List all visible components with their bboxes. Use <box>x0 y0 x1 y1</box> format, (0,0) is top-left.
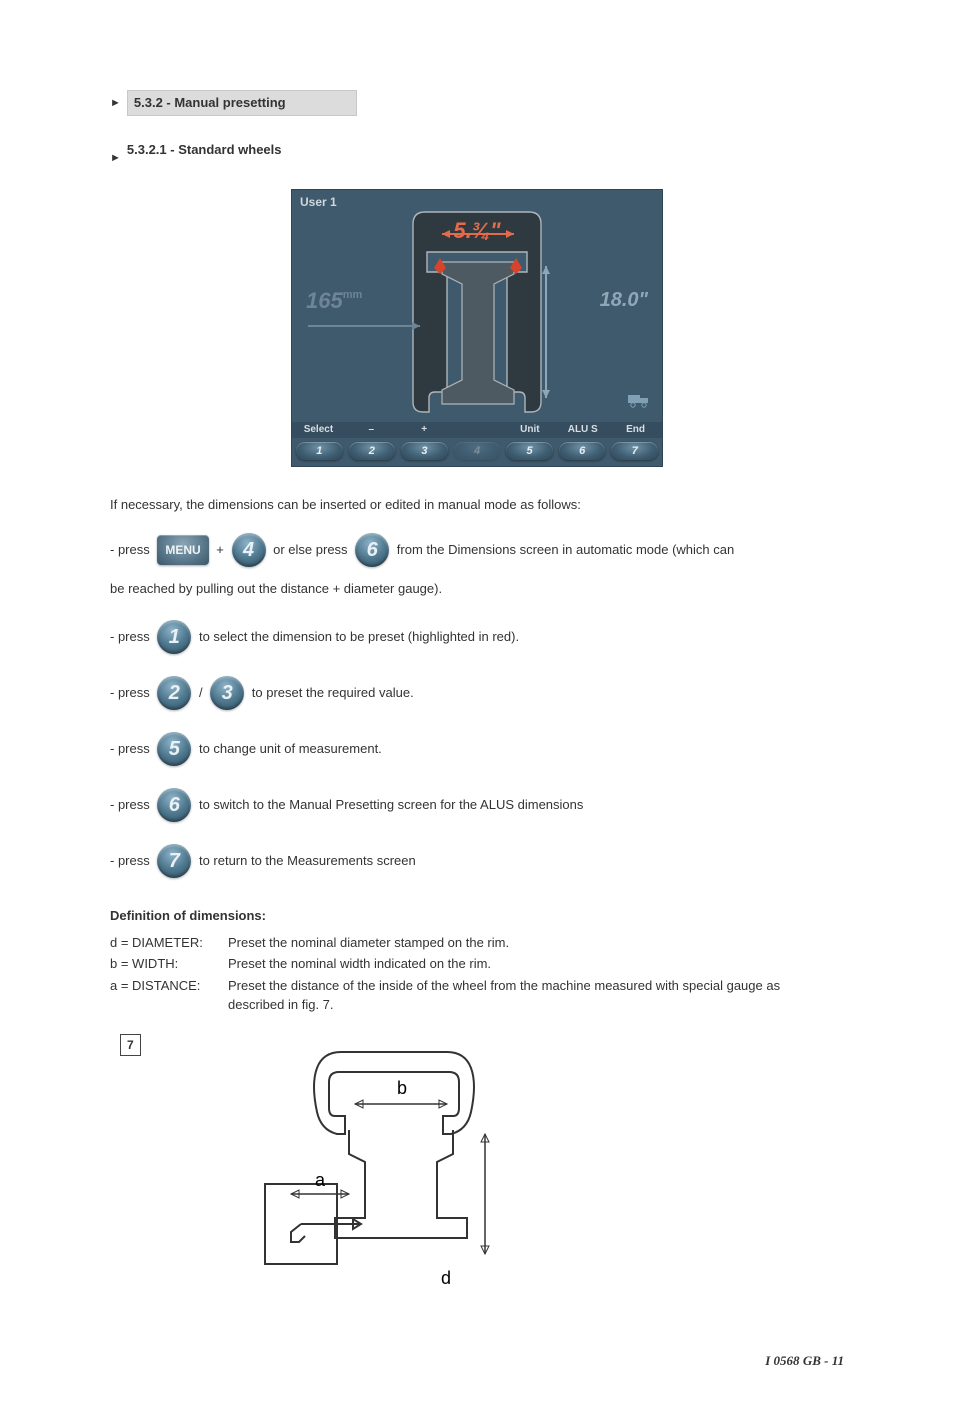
section-heading-5321: ► 5.3.2.1 - Standard wheels <box>110 140 844 178</box>
table-row: a = DISTANCE: Preset the distance of the… <box>110 975 844 1016</box>
step-4: - press 5 to change unit of measurement. <box>110 732 844 766</box>
btn-label-unit: Unit <box>503 422 556 438</box>
button-1[interactable]: 1 <box>157 620 191 654</box>
screen-button-2[interactable]: 2 <box>349 442 396 460</box>
dimension-diameter: 18.0" <box>600 290 648 310</box>
def-val: Preset the nominal diameter stamped on t… <box>228 932 844 954</box>
btn-label-alus: ALU S <box>556 422 609 438</box>
screen-graphic-area: User 1 5 <box>292 190 662 422</box>
step-text: / <box>195 683 206 703</box>
def-val: Preset the nominal width indicated on th… <box>228 953 844 975</box>
def-key: d = DIAMETER: <box>110 932 228 954</box>
step-text: - press <box>110 851 153 871</box>
step-text: - press <box>110 795 153 815</box>
step-text: to return to the Measurements screen <box>195 851 415 871</box>
step-1-continuation: be reached by pulling out the distance +… <box>110 579 844 599</box>
button-6[interactable]: 6 <box>157 788 191 822</box>
button-6[interactable]: 6 <box>355 533 389 567</box>
definitions-heading: Definition of dimensions: <box>110 906 844 926</box>
table-row: b = WIDTH: Preset the nominal width indi… <box>110 953 844 975</box>
step-text: to select the dimension to be preset (hi… <box>195 627 519 647</box>
screen-button-1[interactable]: 1 <box>296 442 343 460</box>
figure-number: 7 <box>120 1034 141 1056</box>
label-b: b <box>397 1078 407 1098</box>
screen-button-7[interactable]: 7 <box>611 442 658 460</box>
intro-text: If necessary, the dimensions can be inse… <box>110 495 844 515</box>
step-text: to switch to the Manual Presetting scree… <box>195 795 583 815</box>
step-text: or else press <box>270 540 352 560</box>
dimension-width: 5.¾" <box>453 220 500 242</box>
step-text: + <box>213 540 228 560</box>
screen-button-6[interactable]: 6 <box>559 442 606 460</box>
step-text: from the Dimensions screen in automatic … <box>393 540 734 560</box>
label-a: a <box>315 1170 326 1190</box>
button-5[interactable]: 5 <box>157 732 191 766</box>
def-key: b = WIDTH: <box>110 953 228 975</box>
page-footer: I 0568 GB - 11 <box>110 1354 844 1367</box>
button-4[interactable]: 4 <box>232 533 266 567</box>
btn-label-plus: + <box>398 422 451 438</box>
screen-button-5[interactable]: 5 <box>506 442 553 460</box>
screen-button-4: 4 <box>454 442 501 460</box>
dimension-distance: 165mm <box>306 290 362 312</box>
figure-7-diagram: b a d <box>261 1034 561 1314</box>
arrow-icon: ► <box>110 150 121 167</box>
label-d: d <box>441 1268 451 1288</box>
footer-gb: GB <box>803 1353 821 1368</box>
section-heading-532: ► 5.3.2 - Manual presetting <box>110 90 844 116</box>
definitions-table: d = DIAMETER: Preset the nominal diamete… <box>110 932 844 1016</box>
screen-button-label-row: Select – + Unit ALU S End <box>292 422 662 438</box>
button-2[interactable]: 2 <box>157 676 191 710</box>
step-text: to change unit of measurement. <box>195 739 381 759</box>
step-text: - press <box>110 739 153 759</box>
step-text: - press <box>110 540 153 560</box>
btn-label-end: End <box>609 422 662 438</box>
step-6: - press 7 to return to the Measurements … <box>110 844 844 878</box>
heading-5321-text: 5.3.2.1 - Standard wheels <box>127 140 282 160</box>
figure-7: 7 b a d <box>110 1034 844 1314</box>
footer-page: - 11 <box>824 1353 844 1368</box>
def-val: Preset the distance of the inside of the… <box>228 975 844 1016</box>
step-2: - press 1 to select the dimension to be … <box>110 620 844 654</box>
menu-button[interactable]: MENU <box>157 535 208 565</box>
step-1: - press MENU + 4 or else press 6 from th… <box>110 533 844 567</box>
device-screen: User 1 5 <box>291 189 663 467</box>
step-text: - press <box>110 627 153 647</box>
step-3: - press 2 / 3 to preset the required val… <box>110 676 844 710</box>
step-text: - press <box>110 683 153 703</box>
table-row: d = DIAMETER: Preset the nominal diamete… <box>110 932 844 954</box>
btn-label-minus: – <box>345 422 398 438</box>
step-5: - press 6 to switch to the Manual Preset… <box>110 788 844 822</box>
step-text: to preset the required value. <box>248 683 414 703</box>
distance-unit: mm <box>343 289 363 301</box>
button-3[interactable]: 3 <box>210 676 244 710</box>
screen-button-row: 1 2 3 4 5 6 7 <box>292 438 662 466</box>
screen-figure: User 1 5 <box>110 189 844 467</box>
arrow-icon: ► <box>110 95 121 112</box>
distance-value: 165 <box>306 288 343 313</box>
btn-label-select: Select <box>292 422 345 438</box>
button-7[interactable]: 7 <box>157 844 191 878</box>
screen-button-3[interactable]: 3 <box>401 442 448 460</box>
truck-icon <box>626 391 652 415</box>
btn-label-empty <box>451 422 504 438</box>
heading-532-text: 5.3.2 - Manual presetting <box>127 90 357 116</box>
footer-code: I 0568 <box>765 1353 799 1368</box>
def-key: a = DISTANCE: <box>110 975 228 1016</box>
